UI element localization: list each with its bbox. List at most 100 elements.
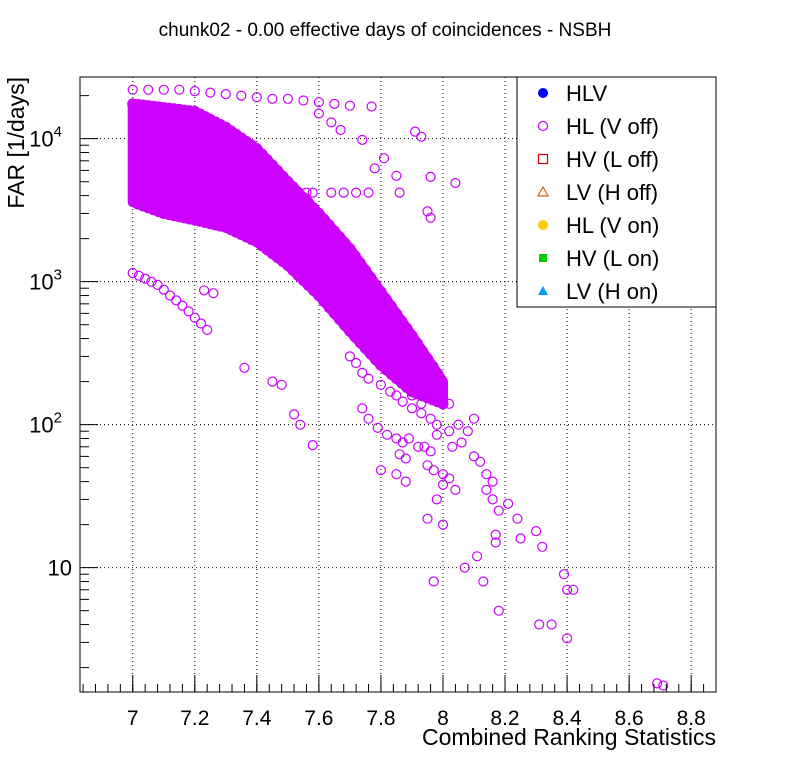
- data-point: [394, 187, 405, 198]
- data-point: [561, 584, 573, 595]
- data-point: [493, 505, 504, 516]
- data-point: [431, 494, 442, 505]
- band-edge-marker: [215, 119, 227, 131]
- legend-label: HV (L on): [566, 246, 659, 271]
- band-edge-marker: [147, 204, 160, 216]
- data-point: [512, 513, 523, 524]
- data-point: [267, 93, 278, 104]
- data-point: [416, 398, 427, 409]
- band-edge-marker: [411, 388, 423, 400]
- band-edge-marker: [251, 236, 263, 248]
- band-edge-marker: [152, 205, 165, 218]
- band-edge-marker: [199, 111, 211, 123]
- data-point: [459, 562, 470, 573]
- data-point: [298, 95, 309, 106]
- data-point: [140, 273, 151, 284]
- band-edge-marker: [209, 116, 222, 128]
- data-point: [487, 476, 498, 487]
- data-point: [158, 84, 169, 95]
- data-point: [391, 170, 402, 181]
- legend-marker: [538, 88, 548, 98]
- data-point: [658, 680, 669, 691]
- data-point: [515, 533, 526, 544]
- band-edge-marker: [189, 214, 201, 226]
- data-point: [351, 187, 362, 198]
- data-point: [425, 212, 436, 223]
- data-point: [295, 419, 306, 430]
- band-edge-marker: [189, 105, 201, 118]
- data-point: [425, 413, 436, 424]
- band-edge-marker: [375, 286, 387, 298]
- band-edge-marker: [225, 224, 237, 236]
- band-edge-marker: [416, 345, 428, 357]
- data-point: [391, 390, 402, 401]
- data-point: [406, 390, 418, 401]
- data-point: [425, 383, 436, 394]
- data-point: [375, 465, 386, 476]
- data-points: [127, 84, 669, 691]
- data-point: [422, 460, 433, 471]
- band-edge-marker: [184, 213, 196, 225]
- legend-marker: [537, 153, 549, 165]
- legend-label: LV (H on): [566, 279, 659, 304]
- data-point: [357, 403, 368, 414]
- legend-marker: [538, 286, 548, 295]
- data-point: [382, 341, 393, 352]
- data-point: [425, 446, 436, 457]
- data-point: [363, 187, 374, 198]
- band-edge-marker: [359, 264, 372, 276]
- data-point: [189, 85, 200, 97]
- data-point: [468, 413, 480, 424]
- x-tick-label: 8: [437, 707, 449, 730]
- band-edge-marker: [354, 257, 366, 269]
- x-tick-label: 7.4: [242, 707, 272, 730]
- band-edge-marker: [163, 208, 175, 221]
- data-point: [335, 124, 346, 136]
- band-edge-marker: [240, 231, 253, 243]
- data-point: [372, 422, 383, 433]
- band-edge-marker: [235, 228, 247, 241]
- data-point: [558, 569, 570, 580]
- data-point: [546, 619, 557, 630]
- data-point: [490, 537, 501, 548]
- data-point: [195, 318, 207, 329]
- data-point: [403, 433, 414, 444]
- data-point: [329, 98, 340, 110]
- data-point: [363, 413, 374, 424]
- data-point: [431, 388, 442, 399]
- data-point: [307, 187, 318, 198]
- band-edge-marker: [194, 108, 206, 120]
- data-point: [422, 206, 433, 217]
- band-edge-marker: [173, 211, 185, 223]
- data-point: [503, 498, 514, 509]
- data-point: [413, 441, 424, 452]
- data-point: [437, 479, 449, 490]
- data-point: [428, 465, 439, 476]
- data-point: [478, 576, 489, 587]
- x-tick-label: 8.4: [552, 707, 582, 730]
- data-point: [189, 312, 200, 323]
- chart-title: chunk02 - 0.00 effective days of coincid…: [159, 20, 612, 41]
- data-point: [174, 84, 185, 95]
- data-point: [375, 335, 386, 346]
- data-point: [183, 306, 194, 317]
- data-point: [236, 90, 247, 101]
- band-edge-marker: [401, 322, 413, 334]
- data-point: [530, 525, 542, 537]
- data-point: [447, 441, 458, 452]
- data-point: [493, 605, 504, 616]
- data-point: [537, 541, 548, 552]
- data-point: [307, 440, 318, 451]
- legend-label: HL (V on): [566, 213, 659, 238]
- data-point: [416, 131, 427, 142]
- data-point: [437, 519, 449, 530]
- band-edge-marker: [199, 216, 211, 229]
- data-point: [388, 347, 399, 358]
- data-point: [568, 584, 579, 595]
- band-edge-marker: [380, 293, 392, 305]
- data-point: [360, 320, 371, 332]
- data-point: [413, 367, 424, 378]
- band-edge-marker: [230, 226, 242, 238]
- data-point: [462, 426, 473, 437]
